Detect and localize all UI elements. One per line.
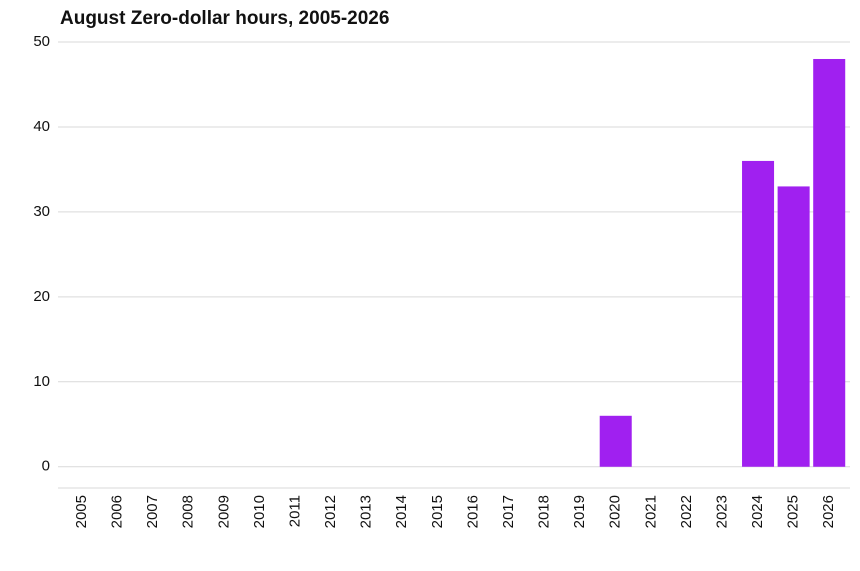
x-tick-label: 2025 [785,495,802,528]
y-tick-label: 0 [42,458,50,475]
x-tick-label: 2017 [500,495,517,528]
x-tick-label: 2009 [215,495,232,528]
x-tick-label: 2015 [429,495,446,528]
x-tick-label: 2013 [358,495,375,528]
x-tick-label: 2010 [251,495,268,528]
x-tick-label: 2022 [678,495,695,528]
x-tick-label: 2016 [464,495,481,528]
x-tick-label: 2014 [393,495,410,528]
bar [599,415,632,467]
bar [813,58,846,467]
x-tick-label: 2021 [642,495,659,528]
x-tick-label: 2008 [180,495,197,528]
x-tick-label: 2020 [607,495,624,528]
x-tick-label: 2023 [713,495,730,528]
y-tick-label: 30 [33,203,50,220]
y-tick-label: 40 [33,118,50,135]
x-tick-label: 2007 [144,495,161,528]
x-tick-label: 2026 [820,495,837,528]
x-tick-label: 2018 [536,495,553,528]
bar [742,160,775,467]
y-tick-label: 20 [33,288,50,305]
x-tick-label: 2012 [322,495,339,528]
y-tick-label: 10 [33,373,50,390]
bar [777,186,810,467]
x-tick-label: 2011 [286,495,303,527]
chart-title: August Zero-dollar hours, 2005-2026 [60,8,389,29]
x-tick-label: 2019 [571,495,588,528]
x-tick-label: 2024 [749,495,766,528]
x-tick-label: 2006 [109,495,126,528]
y-tick-label: 50 [33,33,50,50]
x-tick-label: 2005 [73,495,90,528]
